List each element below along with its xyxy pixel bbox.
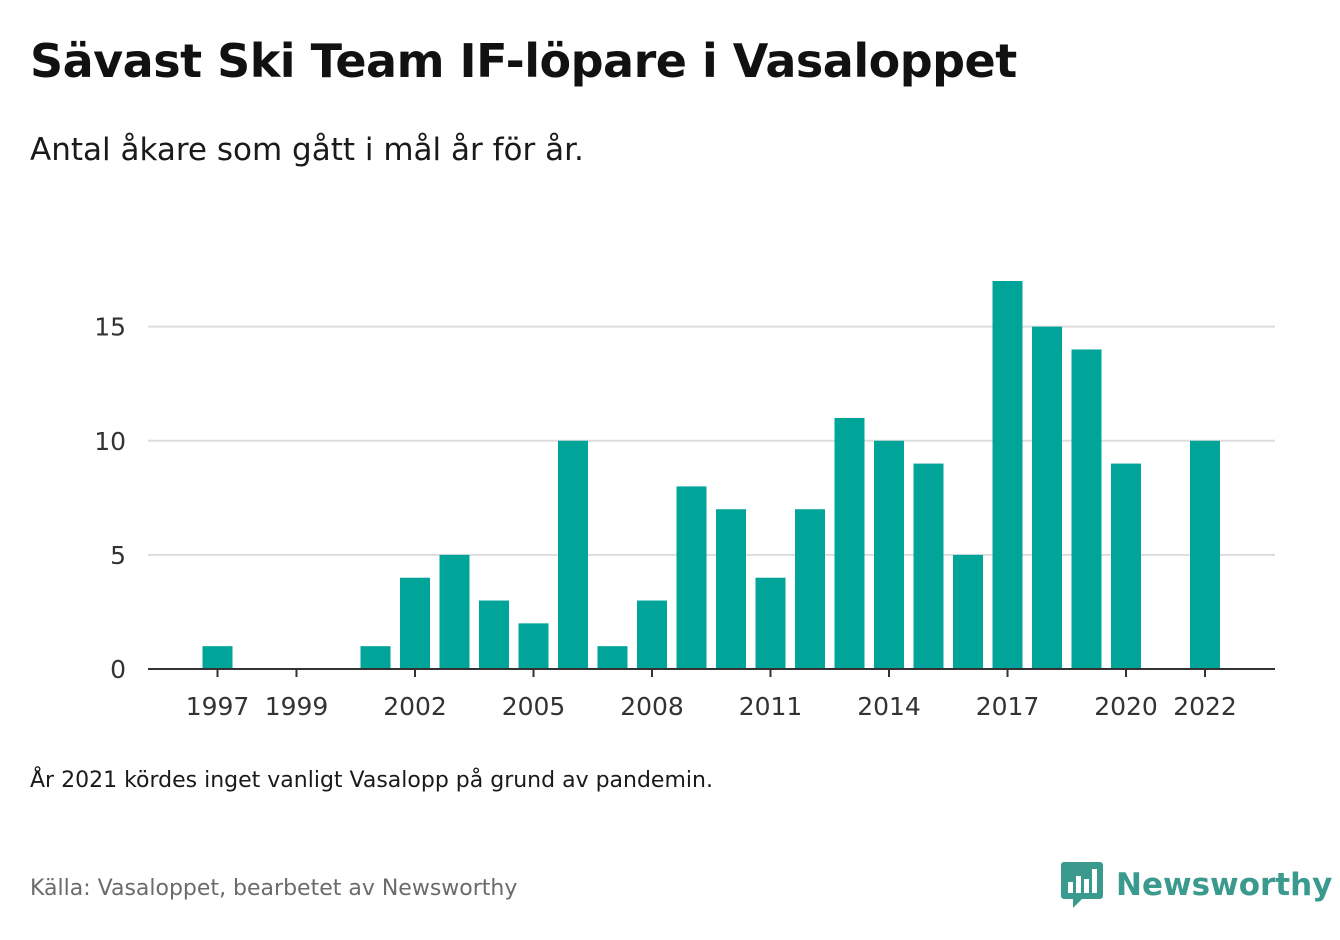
bar-2014 xyxy=(874,440,904,669)
chart-note: År 2021 kördes inget vanligt Vasalopp på… xyxy=(30,768,713,793)
bar-2010 xyxy=(716,509,746,669)
newsworthy-logo-icon xyxy=(1061,862,1103,908)
x-tick-label: 1999 xyxy=(265,692,329,721)
x-tick-label: 2008 xyxy=(620,692,684,721)
bar-2007 xyxy=(597,646,628,669)
bar-2019 xyxy=(1071,349,1102,669)
bar-1997 xyxy=(202,646,233,669)
x-tick-label: 2017 xyxy=(976,692,1040,721)
newsworthy-logo-text: Newsworthy xyxy=(1116,867,1333,903)
bar-2002 xyxy=(400,577,430,669)
y-tick-label: 5 xyxy=(110,541,126,570)
bar-2006 xyxy=(558,440,588,669)
bar-2012 xyxy=(795,509,825,669)
bar-2009 xyxy=(676,486,707,669)
bar-2013 xyxy=(834,417,865,669)
x-tick-label: 2005 xyxy=(502,692,566,721)
bar-2016 xyxy=(953,554,983,669)
bar-2018 xyxy=(1032,326,1062,669)
bar-2020 xyxy=(1111,463,1141,669)
x-tick-label: 2011 xyxy=(739,692,803,721)
bar-chart: 0 5 10 15 1997 1999 2002 2005 2008 2011 2014 2017 20… xyxy=(94,281,1275,721)
bar-2003 xyxy=(439,554,470,669)
y-tick-label: 10 xyxy=(94,427,126,456)
bar-2008 xyxy=(637,600,667,669)
chart-title: Sävast Ski Team IF-löpare i Vasaloppet xyxy=(30,34,1017,88)
bar-2004 xyxy=(479,600,509,669)
chart-subtitle: Antal åkare som gått i mål år för år. xyxy=(30,132,584,168)
x-tick-label: 2014 xyxy=(857,692,921,721)
bar-2001 xyxy=(360,646,391,669)
x-tick-label: 1997 xyxy=(186,692,250,721)
newsworthy-logo: Newsworthy xyxy=(1060,860,1332,910)
bar-2011 xyxy=(755,577,786,669)
x-tick-label: 2022 xyxy=(1173,692,1237,721)
bar-2017 xyxy=(992,281,1023,669)
y-tick-label: 0 xyxy=(110,655,126,684)
bar-2022 xyxy=(1190,440,1220,669)
bar-2005 xyxy=(518,623,549,669)
source-credit: Källa: Vasaloppet, bearbetet av Newswort… xyxy=(30,876,518,901)
bar-2015 xyxy=(913,463,944,669)
x-tick-label: 2002 xyxy=(383,692,447,721)
x-tick-label: 2020 xyxy=(1094,692,1158,721)
y-tick-label: 15 xyxy=(94,313,126,342)
